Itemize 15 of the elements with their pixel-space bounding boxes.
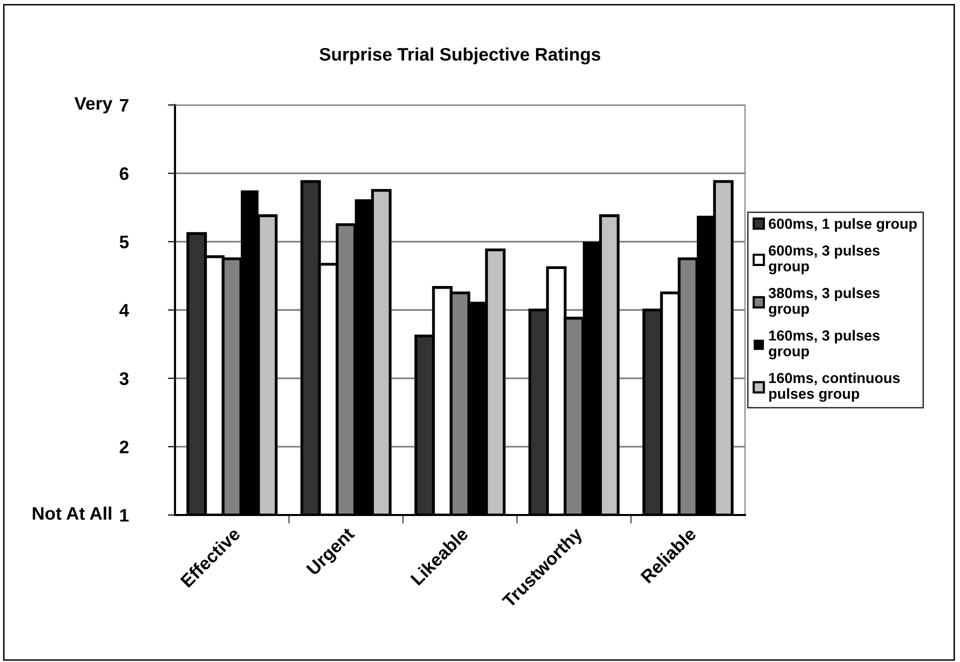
legend-label: 160ms, 3 pulses group [768,330,880,360]
y-tick-label: 7 [120,99,128,112]
y-tick-label: 6 [120,167,129,180]
chart-title: Surprise Trial Subjective Ratings [320,47,600,64]
legend-label: 600ms, 3 pulses group [768,244,880,274]
legend-label: 600ms, 1 pulse group [768,218,917,232]
y-tick-label: 5 [120,236,129,248]
y-tick-label: 4 [119,304,130,317]
y-tick-label: 1 [120,509,129,522]
y-tick-label: 3 [120,372,129,386]
text: Very [74,97,112,114]
legend-label: 380ms, 3 pulses group [768,287,880,317]
y-tick-label: 2 [120,440,128,454]
text: Not At All [32,506,112,520]
legend-label: 160ms, continuous pulses group [769,372,900,402]
